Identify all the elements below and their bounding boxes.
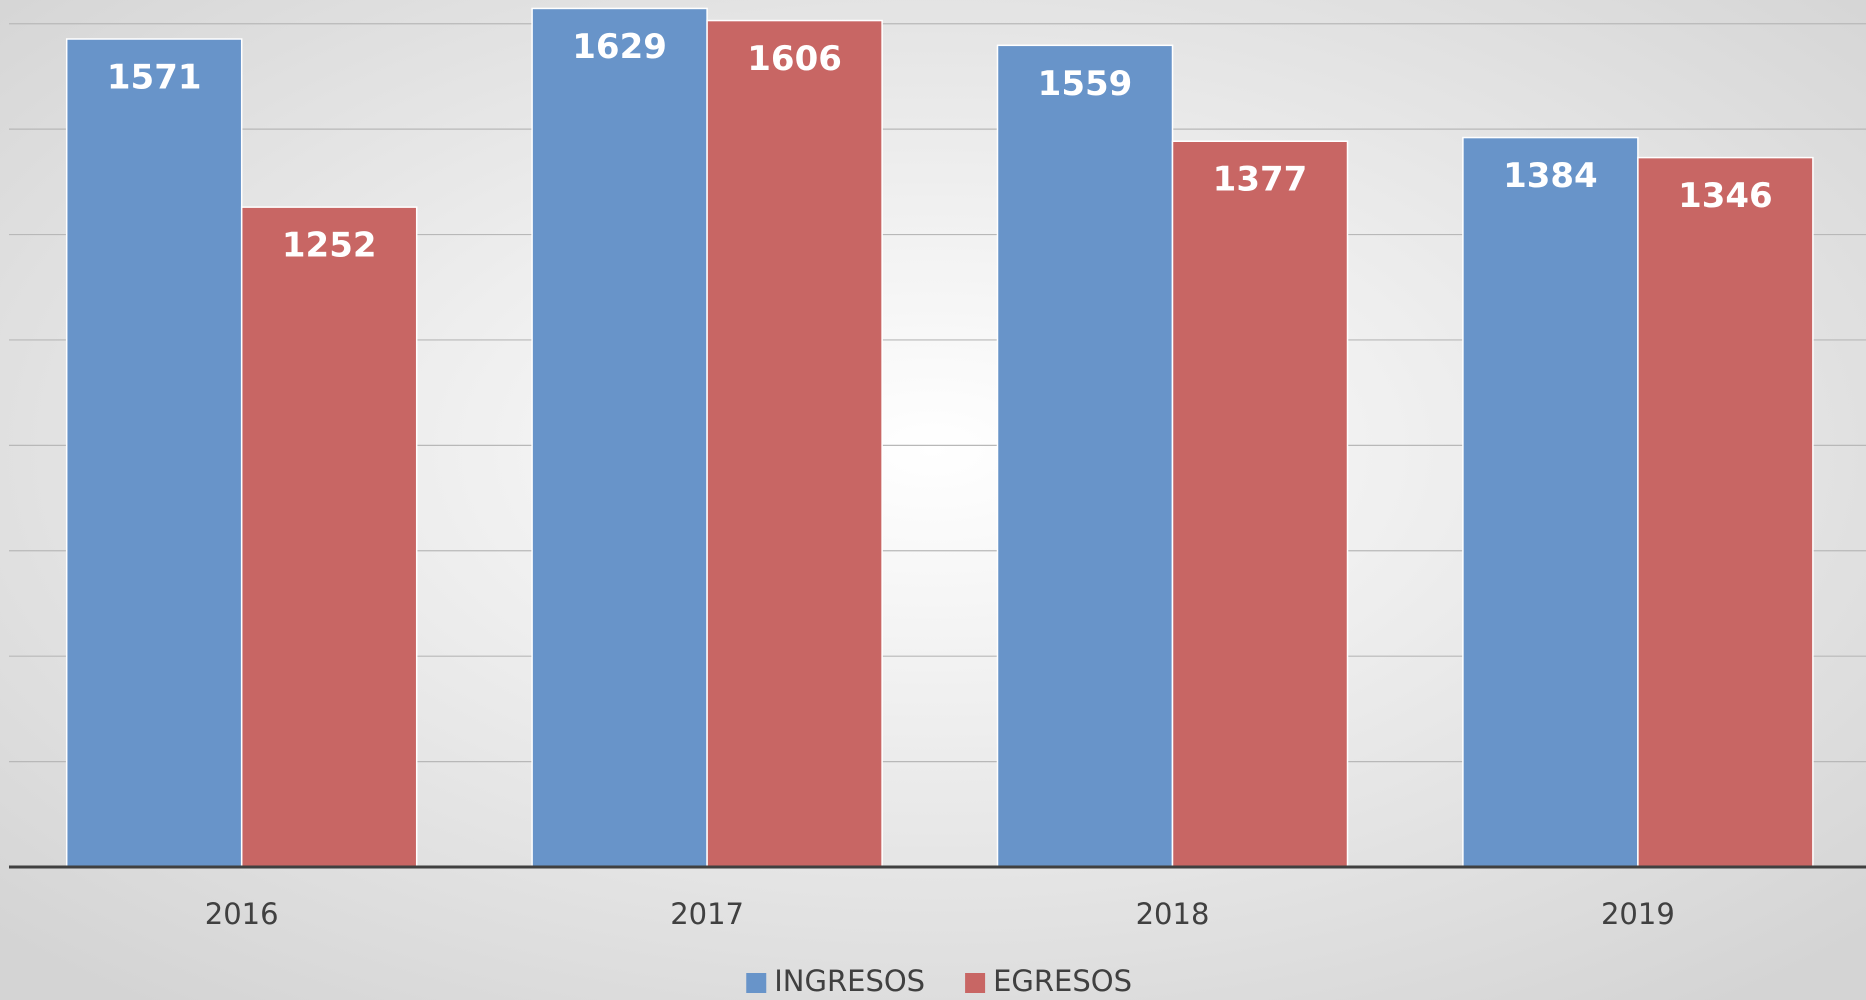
bar xyxy=(996,44,1174,868)
data-label: 1377 xyxy=(1213,160,1308,200)
bar xyxy=(240,206,418,868)
x-tick-label: 2019 xyxy=(1601,897,1675,931)
bar xyxy=(531,7,708,868)
legend-swatch xyxy=(746,973,767,993)
x-tick-label: 2017 xyxy=(670,897,744,931)
data-label: 1384 xyxy=(1503,156,1598,196)
bar xyxy=(1462,136,1639,868)
bar xyxy=(65,38,243,868)
x-tick-label: 2016 xyxy=(205,897,279,931)
data-label: 1571 xyxy=(107,58,202,98)
bar xyxy=(1637,156,1814,868)
x-tick-label: 2018 xyxy=(1136,897,1210,931)
bar xyxy=(1171,140,1349,868)
bar xyxy=(706,19,883,868)
data-label: 1559 xyxy=(1038,64,1133,104)
legend-label: INGRESOS xyxy=(774,964,925,998)
data-label: 1346 xyxy=(1678,176,1773,216)
data-label: 1252 xyxy=(282,226,377,266)
legend-swatch xyxy=(965,973,986,993)
legend-label: EGRESOS xyxy=(993,964,1132,998)
data-label: 1606 xyxy=(747,39,842,79)
data-label: 1629 xyxy=(572,27,667,67)
